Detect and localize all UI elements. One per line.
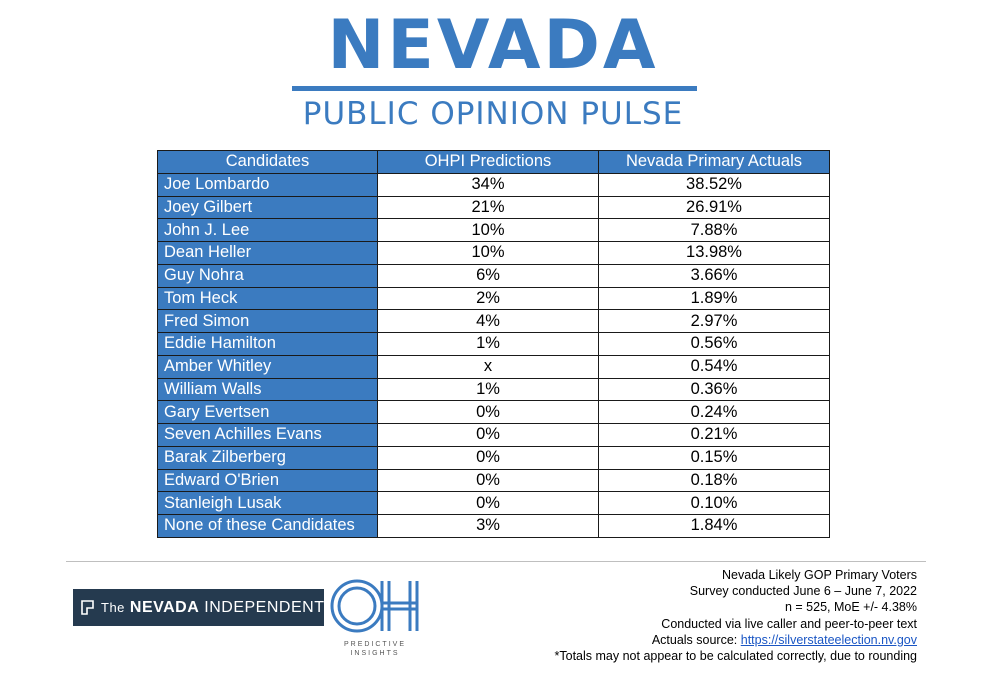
- actual-cell: 38.52%: [598, 172, 830, 197]
- prediction-cell: 3%: [377, 514, 599, 538]
- candidate-name-cell: Guy Nohra: [157, 263, 378, 288]
- prediction-cell: 1%: [377, 332, 599, 356]
- oh-logo-subtitle-line2: INSIGHTS: [350, 650, 400, 657]
- prediction-cell: x: [377, 354, 599, 379]
- footer-divider: [66, 561, 926, 562]
- actual-cell: 1.84%: [598, 514, 830, 538]
- prediction-cell: 2%: [377, 286, 599, 311]
- oh-logo-subtitle-line1: PREDICTIVE: [343, 641, 406, 648]
- table-row: Joe Lombardo 34% 38.52%: [157, 172, 830, 197]
- logo-the-text: The: [101, 600, 125, 615]
- table-row: Seven Achilles Evans 0% 0.21%: [157, 423, 830, 447]
- prediction-cell: 0%: [377, 423, 599, 447]
- prediction-cell: 10%: [377, 241, 599, 265]
- actual-cell: 26.91%: [598, 195, 830, 220]
- results-table-body: Joe Lombardo 34% 38.52% Joey Gilbert 21% 26.9…: [157, 172, 830, 538]
- table-row: Gary Evertsen 0% 0.24%: [157, 400, 830, 424]
- prediction-cell: 34%: [377, 172, 599, 197]
- actual-cell: 0.36%: [598, 377, 830, 402]
- oh-logo-subtitle: PREDICTIVE INSIGHTS: [323, 640, 427, 658]
- table-row: John J. Lee 10% 7.88%: [157, 218, 830, 242]
- table-row: Fred Simon 4% 2.97%: [157, 309, 830, 333]
- candidate-name-cell: None of these Candidates: [157, 514, 378, 538]
- note-population: Nevada Likely GOP Primary Voters: [722, 568, 917, 582]
- actual-cell: 13.98%: [598, 241, 830, 265]
- table-row: Stanleigh Lusak 0% 0.10%: [157, 491, 830, 515]
- note-method: Conducted via live caller and peer-to-pe…: [661, 616, 917, 631]
- note-rounding: *Totals may not appear to be calculated …: [554, 649, 917, 664]
- prediction-cell: 6%: [377, 263, 599, 288]
- candidate-name-cell: Tom Heck: [157, 286, 378, 311]
- source-label: Actuals source:: [651, 632, 741, 647]
- note-sample: n = 525, MoE +/- 4.38%: [784, 600, 917, 615]
- candidate-name-cell: Stanleigh Lusak: [157, 491, 378, 515]
- table-row: Joey Gilbert 21% 26.91%: [157, 195, 830, 220]
- actual-cell: 0.18%: [598, 468, 830, 493]
- candidate-name-cell: Amber Whitley: [157, 354, 378, 379]
- page-title: NEVADA: [327, 6, 659, 85]
- actual-cell: 0.21%: [598, 423, 830, 447]
- results-table: Candidates OHPI Predictions Nevada Prima…: [157, 150, 830, 538]
- candidate-name-cell: Eddie Hamilton: [157, 332, 378, 356]
- table-row: Barak Zilberberg 0% 0.15%: [157, 445, 830, 470]
- survey-notes: Nevada Likely GOP Primary Voters Survey …: [555, 567, 917, 664]
- table-row: Tom Heck 2% 1.89%: [157, 286, 830, 311]
- prediction-cell: 0%: [377, 445, 599, 470]
- actual-cell: 0.15%: [598, 445, 830, 470]
- oh-predictive-insights-logo: [330, 579, 419, 633]
- candidate-name-cell: Fred Simon: [157, 309, 378, 333]
- actual-cell: 0.54%: [598, 354, 830, 379]
- table-row: Guy Nohra 6% 3.66%: [157, 263, 830, 288]
- actual-cell: 3.66%: [598, 263, 830, 288]
- actual-cell: 1.89%: [598, 286, 830, 311]
- prediction-cell: 21%: [377, 195, 599, 220]
- nevada-independent-logo: The NEVADA INDEPENDENT: [73, 589, 324, 626]
- column-header-actuals: Nevada Primary Actuals: [598, 150, 830, 174]
- actual-cell: 0.24%: [598, 400, 830, 424]
- candidate-name-cell: Seven Achilles Evans: [157, 423, 378, 447]
- actual-cell: 7.88%: [598, 218, 830, 242]
- table-row: Dean Heller 10% 13.98%: [157, 241, 830, 265]
- candidate-name-cell: Edward O'Brien: [157, 468, 378, 493]
- candidate-name-cell: Joey Gilbert: [157, 195, 378, 220]
- page-subtitle: PUBLIC OPINION PULSE: [302, 96, 684, 132]
- column-header-predictions: OHPI Predictions: [377, 150, 599, 174]
- table-header-row: Candidates OHPI Predictions Nevada Prima…: [157, 150, 830, 174]
- candidate-name-cell: Gary Evertsen: [157, 400, 378, 424]
- prediction-cell: 0%: [377, 400, 599, 424]
- source-link[interactable]: https://silverstateelection.nv.gov: [740, 632, 917, 647]
- note-source: Actuals source: https://silverstateelect…: [555, 632, 917, 648]
- table-row: None of these Candidates 3% 1.84%: [157, 514, 830, 538]
- prediction-cell: 0%: [377, 491, 599, 515]
- table-row: William Walls 1% 0.36%: [157, 377, 830, 402]
- prediction-cell: 4%: [377, 309, 599, 333]
- candidate-name-cell: John J. Lee: [157, 218, 378, 242]
- actual-cell: 0.56%: [598, 332, 830, 356]
- prediction-cell: 10%: [377, 218, 599, 242]
- actual-cell: 2.97%: [598, 309, 830, 333]
- title-underline: [292, 86, 697, 91]
- candidate-name-cell: Barak Zilberberg: [157, 445, 378, 470]
- table-row: Eddie Hamilton 1% 0.56%: [157, 332, 830, 356]
- flag-icon: [81, 600, 94, 615]
- table-row: Edward O'Brien 0% 0.18%: [157, 468, 830, 493]
- candidate-name-cell: Dean Heller: [157, 241, 378, 265]
- actual-cell: 0.10%: [598, 491, 830, 515]
- column-header-candidates: Candidates: [157, 150, 378, 174]
- candidate-name-cell: Joe Lombardo: [157, 172, 378, 197]
- prediction-cell: 1%: [377, 377, 599, 402]
- candidate-name-cell: William Walls: [157, 377, 378, 402]
- logo-independent-text: INDEPENDENT: [204, 598, 325, 616]
- prediction-cell: 0%: [377, 468, 599, 493]
- logo-nevada-text: NEVADA: [129, 598, 200, 616]
- note-dates: Survey conducted June 6 – June 7, 2022: [689, 584, 917, 599]
- table-row: Amber Whitley x 0.54%: [157, 354, 830, 379]
